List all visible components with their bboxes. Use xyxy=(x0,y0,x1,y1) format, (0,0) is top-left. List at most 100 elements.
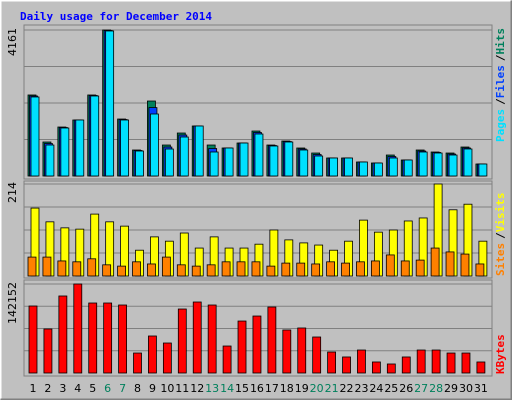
bar xyxy=(297,327,307,374)
bar xyxy=(327,351,337,374)
bar xyxy=(329,157,339,177)
y-tick-label: 4161 xyxy=(6,28,19,56)
bar xyxy=(415,259,425,277)
bar xyxy=(266,265,276,277)
x-tick-label: 10 xyxy=(160,382,174,395)
bar xyxy=(118,304,127,374)
x-tick-label: 2 xyxy=(44,382,51,395)
x-tick-label: 31 xyxy=(474,382,488,395)
x-tick-label: 13 xyxy=(205,382,219,395)
x-tick-label: 3 xyxy=(59,382,66,395)
x-tick-label: 17 xyxy=(265,382,279,395)
x-tick-label: 26 xyxy=(399,382,413,395)
y-tick-label: 214 xyxy=(6,182,19,203)
bar xyxy=(105,30,115,177)
bar xyxy=(385,254,395,277)
bar xyxy=(150,113,159,177)
bar xyxy=(28,305,38,374)
bar xyxy=(430,247,440,277)
legend: Sites /Visits xyxy=(494,193,507,277)
bar xyxy=(194,125,204,177)
bar xyxy=(433,152,443,177)
bar xyxy=(117,265,126,277)
y-tick-label: 142152 xyxy=(6,282,19,324)
x-tick-label: 7 xyxy=(119,382,126,395)
bar xyxy=(251,261,261,277)
bar xyxy=(164,148,174,177)
x-tick-label: 20 xyxy=(310,382,324,395)
x-tick-label: 8 xyxy=(134,382,141,395)
bar xyxy=(356,261,365,277)
legend-entry: Pages xyxy=(494,109,507,142)
bar xyxy=(206,264,216,277)
bar xyxy=(341,262,350,277)
bar xyxy=(30,96,40,177)
bar xyxy=(176,264,186,277)
bar xyxy=(88,302,98,374)
bar xyxy=(463,148,473,177)
bar xyxy=(87,258,97,277)
x-tick-label: 24 xyxy=(369,382,383,395)
bar xyxy=(296,262,306,277)
legend-entry: Visits xyxy=(494,193,507,233)
legend: KBytes xyxy=(494,334,507,374)
bar xyxy=(207,304,217,374)
bar xyxy=(400,260,410,277)
bar xyxy=(222,345,232,374)
bar xyxy=(461,352,471,374)
bar xyxy=(148,335,157,374)
legend-separator: / xyxy=(494,232,507,239)
bar xyxy=(267,306,277,374)
x-tick-label: 19 xyxy=(295,382,309,395)
bar xyxy=(370,260,380,277)
bar xyxy=(371,361,381,374)
legend-entry: KBytes xyxy=(494,334,507,374)
x-tick-label: 23 xyxy=(354,382,368,395)
bar xyxy=(388,157,398,177)
legend-entry: Sites xyxy=(494,243,507,276)
x-tick-label: 21 xyxy=(325,382,339,395)
bar xyxy=(27,256,37,277)
bar xyxy=(254,133,264,177)
x-tick-label: 12 xyxy=(190,382,204,395)
bar xyxy=(133,352,142,374)
legend-entry: Files xyxy=(494,65,507,98)
bar xyxy=(45,144,55,177)
bar xyxy=(177,308,187,374)
bar xyxy=(386,363,396,374)
bar xyxy=(161,256,171,277)
bar xyxy=(192,301,202,374)
bar xyxy=(284,141,294,177)
bar xyxy=(252,315,262,374)
bar xyxy=(460,253,470,277)
bar xyxy=(135,150,144,177)
bar xyxy=(191,265,201,277)
bar xyxy=(224,147,234,177)
bar xyxy=(132,261,141,277)
bar xyxy=(43,328,53,374)
bar xyxy=(179,136,189,177)
bar xyxy=(236,261,246,277)
x-tick-label: 22 xyxy=(340,382,354,395)
bar xyxy=(448,154,458,177)
x-tick-label: 25 xyxy=(384,382,398,395)
bar xyxy=(403,159,413,177)
x-tick-label: 29 xyxy=(444,382,458,395)
bar xyxy=(342,356,351,374)
x-tick-label: 9 xyxy=(149,382,156,395)
bar xyxy=(162,342,172,374)
x-tick-label: 6 xyxy=(104,382,111,395)
bar xyxy=(373,162,383,177)
bar xyxy=(120,119,129,177)
bar xyxy=(357,349,366,374)
bar xyxy=(147,263,156,277)
x-tick-label: 18 xyxy=(280,382,294,395)
bar xyxy=(57,260,67,277)
bar xyxy=(418,151,428,177)
bar xyxy=(60,127,70,177)
bar xyxy=(311,263,321,277)
bar xyxy=(446,352,456,374)
